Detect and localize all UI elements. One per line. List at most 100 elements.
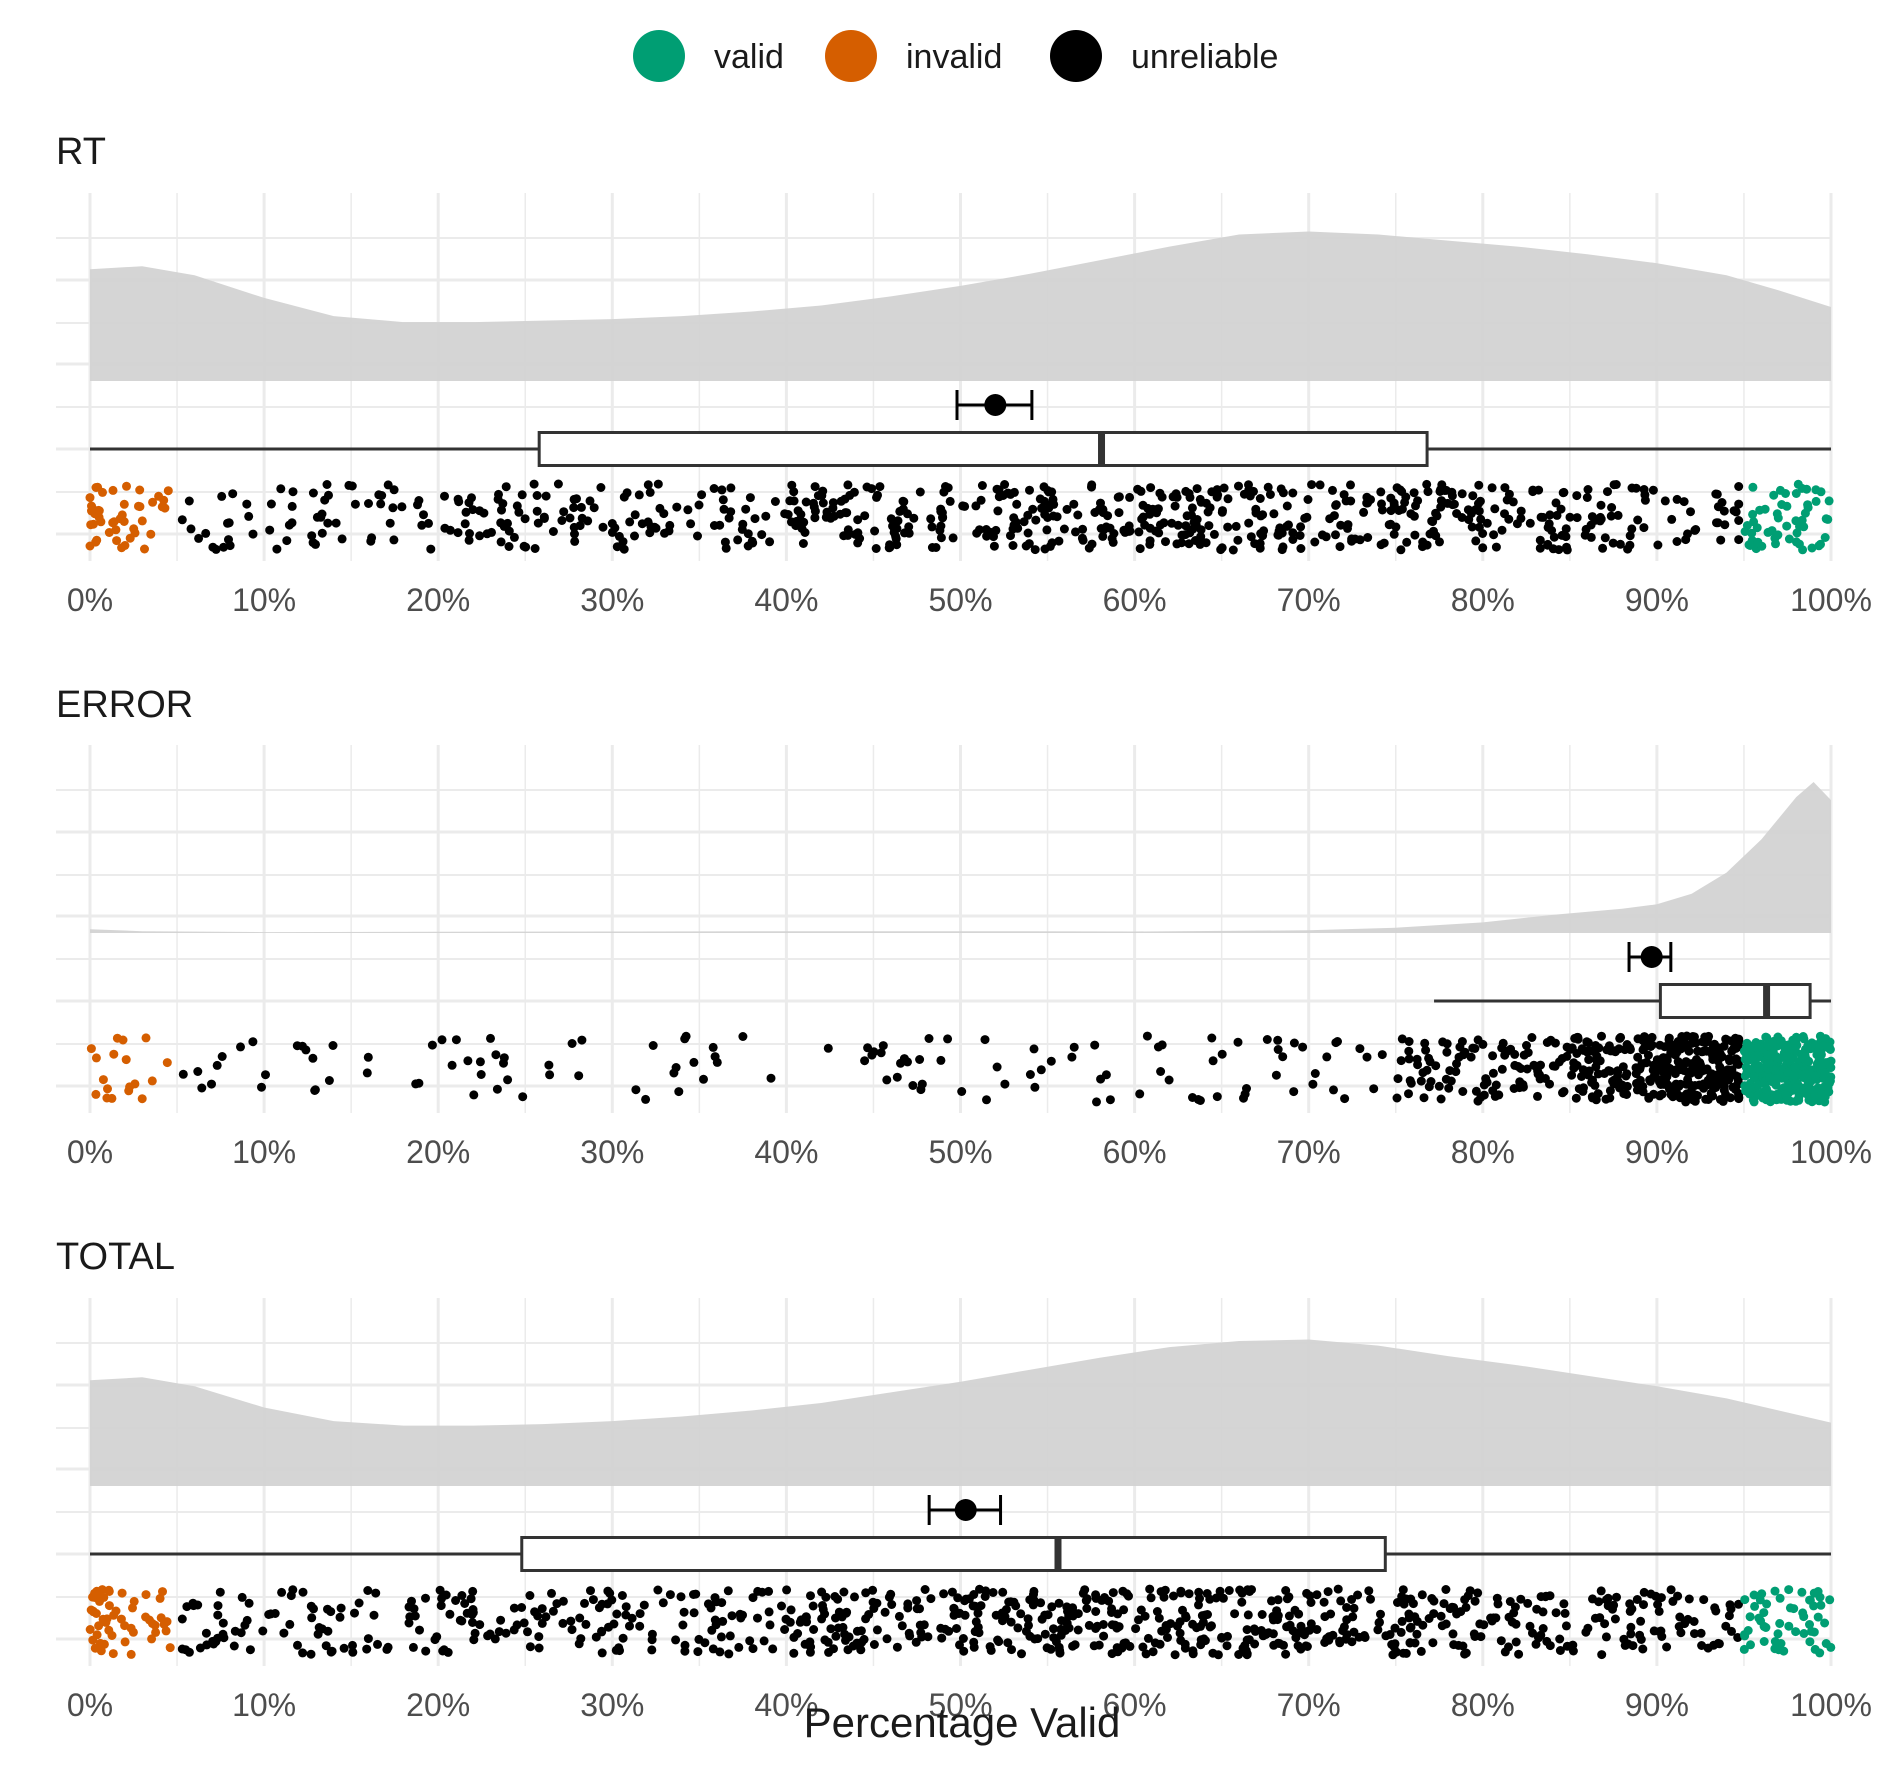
point-unreliable bbox=[1265, 490, 1275, 499]
point-unreliable bbox=[520, 514, 530, 524]
point-unreliable bbox=[1545, 1079, 1554, 1089]
point-unreliable bbox=[1452, 509, 1462, 518]
point-unreliable bbox=[1639, 1587, 1649, 1597]
point-unreliable bbox=[1184, 1589, 1194, 1599]
point-unreliable bbox=[1008, 524, 1018, 534]
point-unreliable bbox=[1545, 510, 1555, 520]
point-unreliable bbox=[1616, 1032, 1626, 1042]
point-valid bbox=[1770, 1644, 1780, 1654]
point-valid bbox=[1747, 1054, 1757, 1064]
point-invalid bbox=[109, 1049, 119, 1059]
point-invalid bbox=[151, 1627, 161, 1637]
point-unreliable bbox=[1490, 504, 1500, 514]
point-valid bbox=[1780, 1043, 1790, 1053]
point-unreliable bbox=[871, 544, 881, 553]
point-unreliable bbox=[485, 1629, 495, 1639]
point-unreliable bbox=[800, 1639, 810, 1649]
point-unreliable bbox=[1328, 485, 1337, 495]
point-unreliable bbox=[1231, 521, 1241, 531]
point-unreliable bbox=[1017, 1649, 1026, 1659]
point-unreliable bbox=[725, 1631, 735, 1641]
point-unreliable bbox=[1178, 1605, 1187, 1615]
x-axis-total: 0% 10% 20% 30% 40% 50% 60% 70% 80% 90% 100% bbox=[67, 1687, 1872, 1723]
point-invalid bbox=[146, 529, 156, 539]
point-unreliable bbox=[501, 482, 511, 492]
point-unreliable bbox=[589, 503, 599, 513]
boxplot-total bbox=[90, 1536, 1831, 1572]
point-unreliable bbox=[1412, 1616, 1422, 1626]
point-unreliable bbox=[1155, 488, 1165, 498]
point-unreliable bbox=[581, 1619, 591, 1629]
point-unreliable bbox=[248, 1037, 258, 1047]
point-unreliable bbox=[689, 1057, 699, 1067]
point-unreliable bbox=[878, 1041, 888, 1051]
point-unreliable bbox=[201, 1628, 211, 1638]
point-unreliable bbox=[1077, 533, 1087, 543]
point-unreliable bbox=[1099, 1631, 1109, 1641]
point-unreliable bbox=[712, 1057, 722, 1067]
point-unreliable bbox=[1317, 530, 1327, 540]
point-unreliable bbox=[1386, 519, 1396, 529]
point-unreliable bbox=[1134, 1615, 1143, 1625]
x-tick-label: 10% bbox=[232, 582, 296, 618]
point-unreliable bbox=[912, 1596, 922, 1606]
point-valid bbox=[1784, 1585, 1794, 1595]
point-unreliable bbox=[1635, 1630, 1645, 1640]
point-unreliable bbox=[1173, 520, 1183, 530]
point-unreliable bbox=[982, 531, 992, 541]
point-unreliable bbox=[1497, 1064, 1507, 1074]
point-unreliable bbox=[937, 1633, 947, 1643]
point-unreliable bbox=[1047, 1602, 1057, 1612]
point-unreliable bbox=[363, 1586, 373, 1595]
point-unreliable bbox=[757, 1587, 767, 1597]
point-unreliable bbox=[1598, 543, 1608, 553]
point-invalid bbox=[155, 1593, 165, 1603]
point-unreliable bbox=[1688, 1062, 1698, 1072]
point-unreliable bbox=[757, 530, 767, 540]
point-unreliable bbox=[737, 524, 747, 534]
point-invalid bbox=[125, 533, 135, 543]
point-unreliable bbox=[810, 482, 820, 492]
point-unreliable bbox=[1628, 1641, 1638, 1651]
point-unreliable bbox=[1329, 1085, 1338, 1095]
point-unreliable bbox=[1475, 496, 1485, 506]
point-unreliable bbox=[957, 1087, 967, 1096]
point-unreliable bbox=[647, 1629, 657, 1639]
point-unreliable bbox=[534, 1643, 544, 1653]
point-unreliable bbox=[225, 541, 235, 551]
point-unreliable bbox=[557, 516, 567, 525]
x-tick-label: 50% bbox=[928, 582, 992, 618]
point-unreliable bbox=[1293, 1641, 1303, 1651]
point-unreliable bbox=[926, 1594, 936, 1604]
point-unreliable bbox=[591, 1632, 601, 1642]
point-unreliable bbox=[440, 491, 449, 501]
point-unreliable bbox=[1319, 1597, 1329, 1607]
point-unreliable bbox=[436, 1601, 446, 1611]
point-unreliable bbox=[1488, 1051, 1498, 1061]
point-unreliable bbox=[1176, 1586, 1186, 1596]
point-unreliable bbox=[1647, 1032, 1657, 1042]
point-unreliable bbox=[1442, 1039, 1452, 1049]
point-unreliable bbox=[1302, 512, 1312, 522]
point-unreliable bbox=[1175, 1628, 1185, 1638]
point-unreliable bbox=[1653, 540, 1663, 550]
point-unreliable bbox=[1054, 536, 1064, 546]
x-tick-label: 30% bbox=[580, 1134, 644, 1170]
point-unreliable bbox=[518, 1092, 528, 1102]
point-unreliable bbox=[927, 543, 937, 552]
point-valid bbox=[1802, 484, 1812, 494]
point-unreliable bbox=[817, 1587, 827, 1597]
x-tick-label: 90% bbox=[1625, 1134, 1689, 1170]
x-tick-label: 60% bbox=[1103, 1687, 1167, 1723]
point-unreliable bbox=[915, 487, 925, 497]
point-unreliable bbox=[195, 1643, 205, 1653]
x-tick-label: 60% bbox=[1103, 1134, 1167, 1170]
point-unreliable bbox=[1448, 1629, 1458, 1639]
point-unreliable bbox=[228, 489, 238, 499]
point-unreliable bbox=[1187, 503, 1197, 513]
legend-label-invalid: invalid bbox=[906, 38, 1002, 76]
point-unreliable bbox=[708, 1644, 718, 1654]
point-unreliable bbox=[1632, 1595, 1642, 1604]
point-unreliable bbox=[1255, 538, 1265, 548]
point-unreliable bbox=[709, 521, 719, 530]
